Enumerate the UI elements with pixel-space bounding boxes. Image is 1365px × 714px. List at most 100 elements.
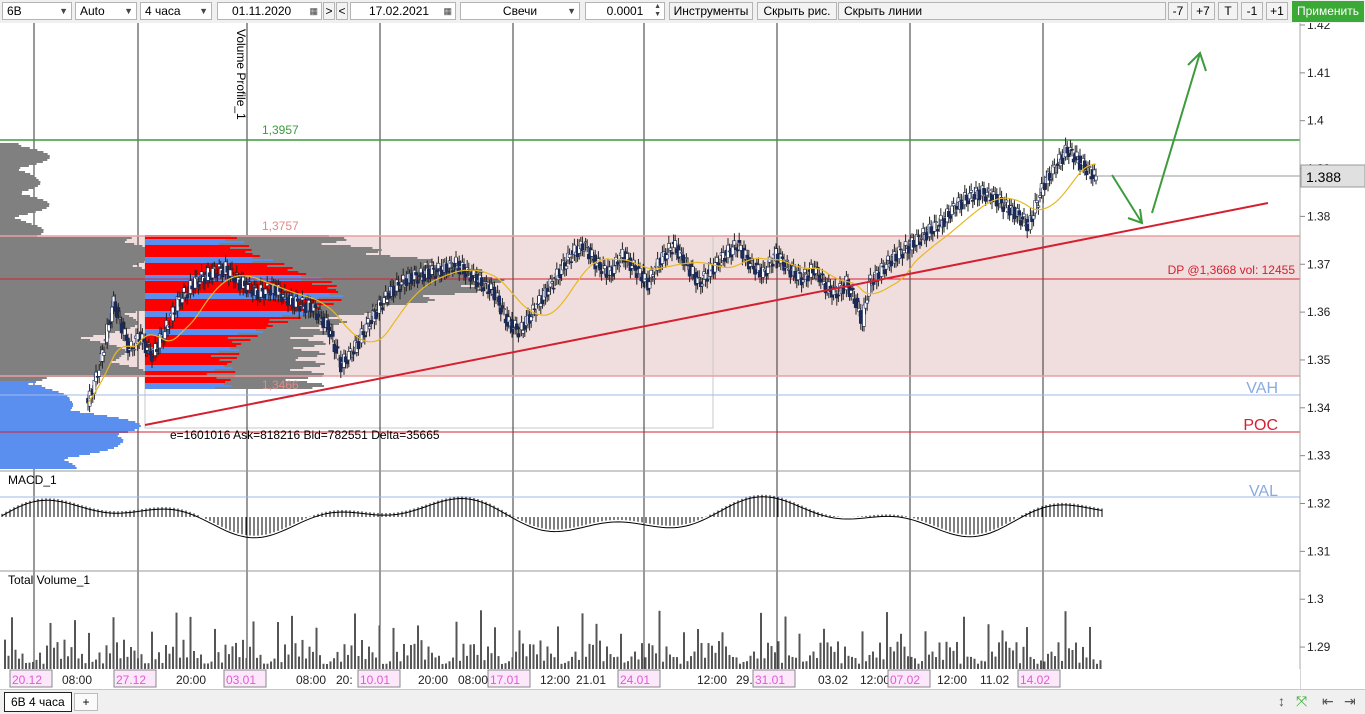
date-to-field[interactable]: 17.02.2021 ▦ bbox=[350, 2, 456, 20]
session-delta-bar bbox=[145, 321, 289, 323]
trend-line[interactable] bbox=[144, 202, 1269, 426]
minus1-button[interactable]: -1 bbox=[1241, 2, 1263, 20]
minus7-button[interactable]: -7 bbox=[1168, 2, 1188, 20]
volume-bar bbox=[28, 662, 31, 669]
candle-body bbox=[585, 245, 590, 248]
session-delta-bar bbox=[145, 335, 258, 337]
volume-bar bbox=[914, 658, 916, 669]
plus1-button[interactable]: +1 bbox=[1266, 2, 1288, 20]
candle-body bbox=[463, 273, 468, 278]
candle-body bbox=[934, 221, 938, 224]
volume-bar bbox=[249, 646, 251, 669]
candle-body bbox=[415, 280, 420, 284]
price-chart[interactable]: 1,3957 1,3757 1,3466 DP @1,3668 vol: 124… bbox=[0, 23, 1365, 689]
session-profile-bar bbox=[145, 271, 484, 273]
resize-vertical-icon[interactable]: ↕ bbox=[1278, 693, 1285, 709]
candle-body bbox=[841, 287, 846, 294]
session-delta-bar bbox=[145, 377, 217, 379]
volume-bar bbox=[637, 659, 640, 669]
prev-button[interactable]: < bbox=[336, 2, 348, 20]
volume-bar bbox=[235, 642, 237, 669]
profile-bar bbox=[0, 425, 141, 427]
candle-body bbox=[382, 297, 386, 304]
profile-bar bbox=[0, 371, 148, 373]
volume-bar bbox=[809, 655, 811, 669]
candle-body bbox=[185, 294, 189, 299]
volume-bar bbox=[112, 617, 115, 669]
candle-body bbox=[690, 266, 695, 275]
volume-bar bbox=[298, 656, 300, 669]
profile-bar bbox=[0, 307, 163, 309]
volume-bar bbox=[35, 659, 38, 669]
profile-bar bbox=[0, 331, 116, 333]
t-button[interactable]: T bbox=[1218, 2, 1238, 20]
fit-icon[interactable]: ⤧ bbox=[1296, 693, 1308, 709]
candle-body bbox=[977, 189, 982, 201]
candle-body bbox=[935, 229, 940, 232]
session-profile-bar bbox=[145, 273, 472, 275]
instruments-button[interactable]: Инструменты bbox=[669, 2, 753, 20]
profile-bar bbox=[0, 365, 130, 367]
volume-bar bbox=[774, 652, 776, 669]
scale-select[interactable]: Auto ▼ bbox=[75, 2, 137, 20]
volume-bar bbox=[823, 628, 825, 669]
forecast-arrows[interactable] bbox=[1111, 51, 1207, 225]
next-button[interactable]: > bbox=[323, 2, 335, 20]
candle-body bbox=[1055, 163, 1060, 166]
chevron-down-icon: ▼ bbox=[567, 6, 576, 16]
volume-bar bbox=[1022, 646, 1025, 669]
date-from-field[interactable]: 01.11.2020 ▦ bbox=[217, 2, 322, 20]
symbol-select[interactable]: 6B ▼ bbox=[2, 2, 72, 20]
profile-bar bbox=[0, 461, 69, 463]
session-profile-bar bbox=[145, 243, 322, 245]
volume-bar bbox=[798, 633, 801, 669]
chart-type-select[interactable]: Свечи ▼ bbox=[460, 2, 580, 20]
candle-body bbox=[436, 262, 441, 269]
candle-body bbox=[127, 348, 132, 351]
candle-body bbox=[1075, 151, 1079, 157]
candle-body bbox=[967, 192, 972, 200]
volume-bar bbox=[403, 643, 405, 669]
volume-bar bbox=[364, 659, 367, 669]
candle-body bbox=[1004, 199, 1009, 203]
candle-body bbox=[281, 294, 286, 298]
volume-bar bbox=[385, 663, 388, 669]
volume-bar bbox=[1064, 611, 1067, 669]
candle-body bbox=[163, 331, 167, 339]
volume-bar bbox=[245, 657, 248, 669]
candle-body bbox=[147, 343, 151, 345]
profile-bar bbox=[0, 333, 105, 335]
y-tick-label: 1.36 bbox=[1307, 305, 1331, 319]
candle-body bbox=[801, 279, 806, 283]
volume-bar bbox=[1001, 630, 1004, 669]
plus7-button[interactable]: +7 bbox=[1191, 2, 1215, 20]
candle-body bbox=[519, 322, 524, 331]
volume-bar bbox=[46, 645, 48, 669]
y-tick-label: 1.33 bbox=[1307, 449, 1331, 463]
timeframe-select[interactable]: 4 часа ▼ bbox=[140, 2, 212, 20]
candle-body bbox=[110, 306, 114, 322]
session-profile-bar bbox=[145, 253, 367, 255]
add-tab-button[interactable]: + bbox=[74, 693, 98, 711]
profile-bar bbox=[0, 245, 143, 247]
volume-bar bbox=[343, 644, 346, 669]
tick-size-stepper[interactable]: 0.0001 ▲ ▼ bbox=[585, 2, 665, 20]
session-delta-bar bbox=[145, 379, 231, 381]
session-delta-bar bbox=[145, 339, 251, 341]
volume-bar bbox=[725, 646, 727, 669]
scroll-start-icon[interactable]: ⇤ bbox=[1322, 693, 1334, 709]
volume-bar bbox=[879, 642, 881, 669]
hide-drawings-button[interactable]: Скрыть рис. bbox=[757, 2, 837, 20]
candle-body bbox=[502, 308, 506, 310]
candle-body bbox=[951, 203, 956, 207]
volume-bar bbox=[910, 656, 913, 669]
hide-lines-button[interactable]: Скрыть линии bbox=[838, 2, 1166, 20]
volume-bar bbox=[1085, 657, 1088, 669]
volume-bar bbox=[606, 646, 608, 669]
apply-button[interactable]: Применить bbox=[1292, 1, 1364, 22]
scroll-end-icon[interactable]: ⇥ bbox=[1344, 693, 1356, 709]
current-price-badge bbox=[1300, 164, 1365, 188]
volume-bar bbox=[396, 651, 398, 669]
chart-tab[interactable]: 6B 4 часа bbox=[4, 692, 72, 712]
profile-bar bbox=[0, 211, 36, 213]
